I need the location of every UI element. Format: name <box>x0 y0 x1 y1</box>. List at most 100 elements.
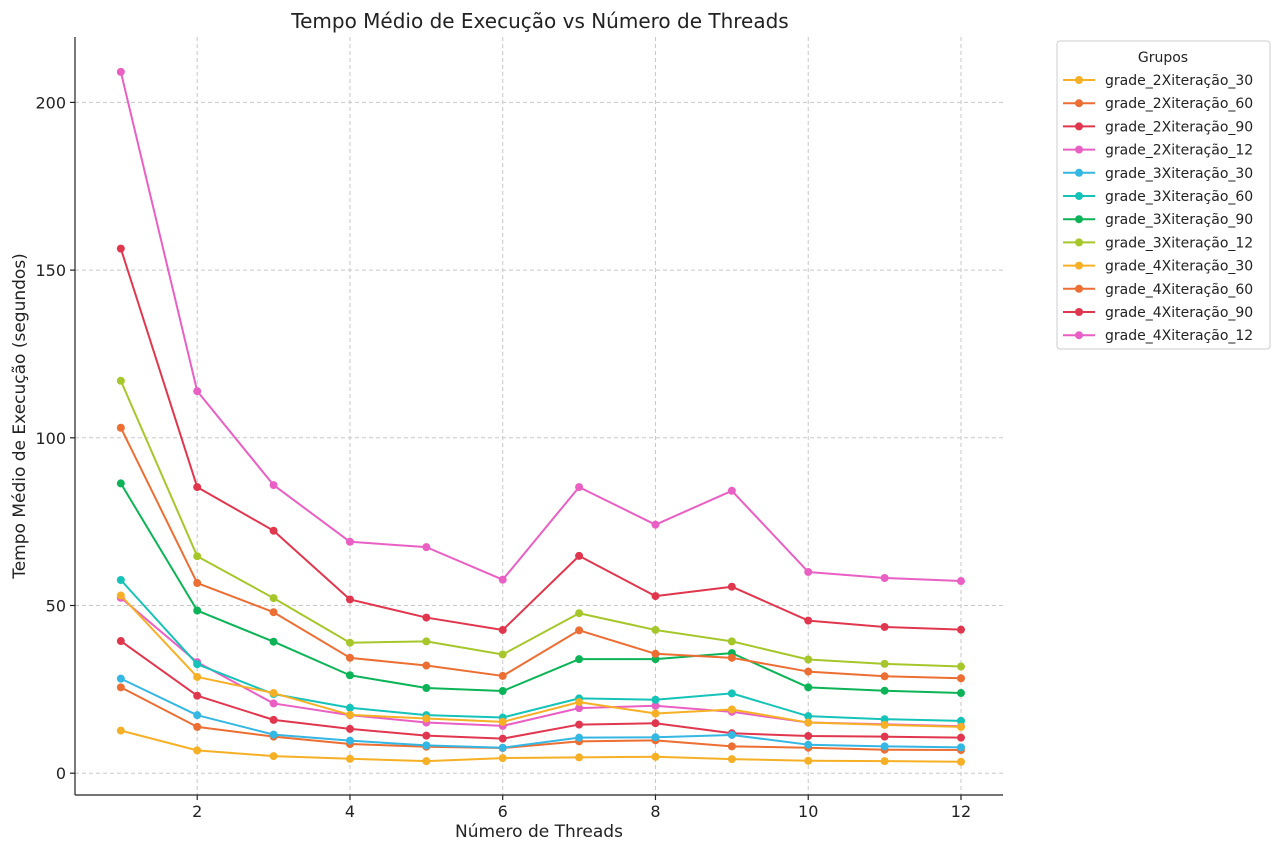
legend-swatch-marker <box>1075 99 1083 108</box>
data-point <box>345 653 354 662</box>
data-point <box>804 712 813 721</box>
data-point <box>575 698 584 707</box>
series-line <box>119 248 962 631</box>
data-point <box>880 715 889 724</box>
legend-swatch-marker <box>1075 76 1083 84</box>
series-grade_3Xiteração_12 <box>116 376 965 671</box>
y-tick-label: 100 <box>35 429 66 448</box>
data-point <box>269 689 278 698</box>
data-point <box>880 742 889 751</box>
data-point <box>651 733 660 742</box>
legend-label: grade_3Xiteração_60 <box>1105 189 1253 205</box>
data-point <box>422 613 431 622</box>
series-line <box>119 71 962 583</box>
data-point <box>345 703 354 712</box>
data-point <box>956 674 965 683</box>
legend-item: grade_3Xiteração_60 <box>1063 189 1253 205</box>
data-point <box>116 423 125 432</box>
data-point <box>345 710 354 719</box>
data-point <box>575 655 584 664</box>
data-point <box>804 718 813 727</box>
data-point <box>498 717 507 726</box>
data-point <box>498 625 507 634</box>
y-axis-label: Tempo Médio de Execução (segundos) <box>10 253 30 580</box>
data-point <box>804 756 813 765</box>
legend-label: grade_4Xiteração_12 <box>1105 328 1253 344</box>
data-point <box>651 695 660 704</box>
legend-item: grade_3Xiteração_12 <box>1063 235 1253 251</box>
data-point <box>880 757 889 766</box>
data-point <box>193 606 202 615</box>
data-point <box>956 722 965 731</box>
data-point <box>880 573 889 582</box>
chart-title: Tempo Médio de Execução vs Número de Thr… <box>290 9 788 33</box>
data-point <box>804 683 813 692</box>
series-grade_4Xiteração_90 <box>116 244 965 634</box>
data-point <box>345 754 354 763</box>
y-tick-label: 50 <box>46 597 66 616</box>
data-point <box>422 757 431 766</box>
legend: Grupos grade_2Xiteração_30grade_2Xiteraç… <box>1056 40 1271 350</box>
series-line <box>120 729 962 763</box>
data-point <box>880 732 889 741</box>
data-point <box>804 740 813 749</box>
data-point <box>269 608 278 617</box>
data-point <box>422 731 431 740</box>
data-point <box>116 591 125 600</box>
data-point <box>651 719 660 728</box>
legend-items: grade_2Xiteração_30 grade_2Xiteração_60gr… <box>1063 73 1253 344</box>
series-line <box>119 380 962 668</box>
series-lines <box>116 67 965 766</box>
data-point <box>575 704 584 713</box>
legend-box <box>1056 40 1271 350</box>
data-point <box>269 637 278 646</box>
data-point <box>345 537 354 546</box>
data-point <box>422 637 431 646</box>
data-point <box>269 715 278 724</box>
data-point <box>193 691 202 700</box>
legend-swatch-marker <box>1075 331 1083 340</box>
data-point <box>880 622 889 631</box>
data-point <box>193 672 202 681</box>
data-point <box>651 625 660 634</box>
data-point <box>956 662 965 671</box>
data-point <box>193 552 202 561</box>
legend-item: grade_4Xiteração_30 <box>1063 259 1253 275</box>
data-point <box>193 746 202 755</box>
data-point <box>345 638 354 647</box>
data-point <box>956 625 965 634</box>
data-point <box>651 592 660 601</box>
data-point <box>116 674 125 683</box>
series-line <box>120 579 962 722</box>
data-point <box>498 575 507 584</box>
x-tick-label: 10 <box>798 802 818 821</box>
data-point <box>956 757 965 766</box>
legend-item: grade_2Xiteração_90 <box>1063 119 1253 135</box>
series-line <box>120 677 962 749</box>
data-point <box>804 567 813 576</box>
legend-swatch-marker <box>1075 238 1083 247</box>
x-tick-label: 4 <box>345 802 355 821</box>
data-point <box>269 752 278 761</box>
data-point <box>422 741 431 750</box>
data-point <box>116 726 125 735</box>
data-point <box>116 576 125 585</box>
data-point <box>498 687 507 696</box>
data-point <box>422 661 431 670</box>
legend-swatch-marker <box>1075 308 1083 316</box>
series-grade_2Xiteração_90 <box>116 637 965 743</box>
legend-item: grade_2Xiteração_60 <box>1063 96 1253 112</box>
x-tick-label: 8 <box>650 802 660 821</box>
data-point <box>116 637 125 646</box>
data-point <box>956 689 965 698</box>
data-point <box>727 486 736 495</box>
axes: 2 4 6 8 10 12 0 50 100 150 200 <box>35 37 1003 821</box>
series-line <box>119 482 962 695</box>
legend-item: grade_2Xiteração_12 <box>1063 143 1253 159</box>
data-point <box>116 376 125 385</box>
data-point <box>956 733 965 742</box>
data-point <box>651 701 660 710</box>
data-point <box>269 699 278 708</box>
data-point <box>498 650 507 659</box>
legend-item: grade_3Xiteração_90 <box>1063 212 1253 228</box>
